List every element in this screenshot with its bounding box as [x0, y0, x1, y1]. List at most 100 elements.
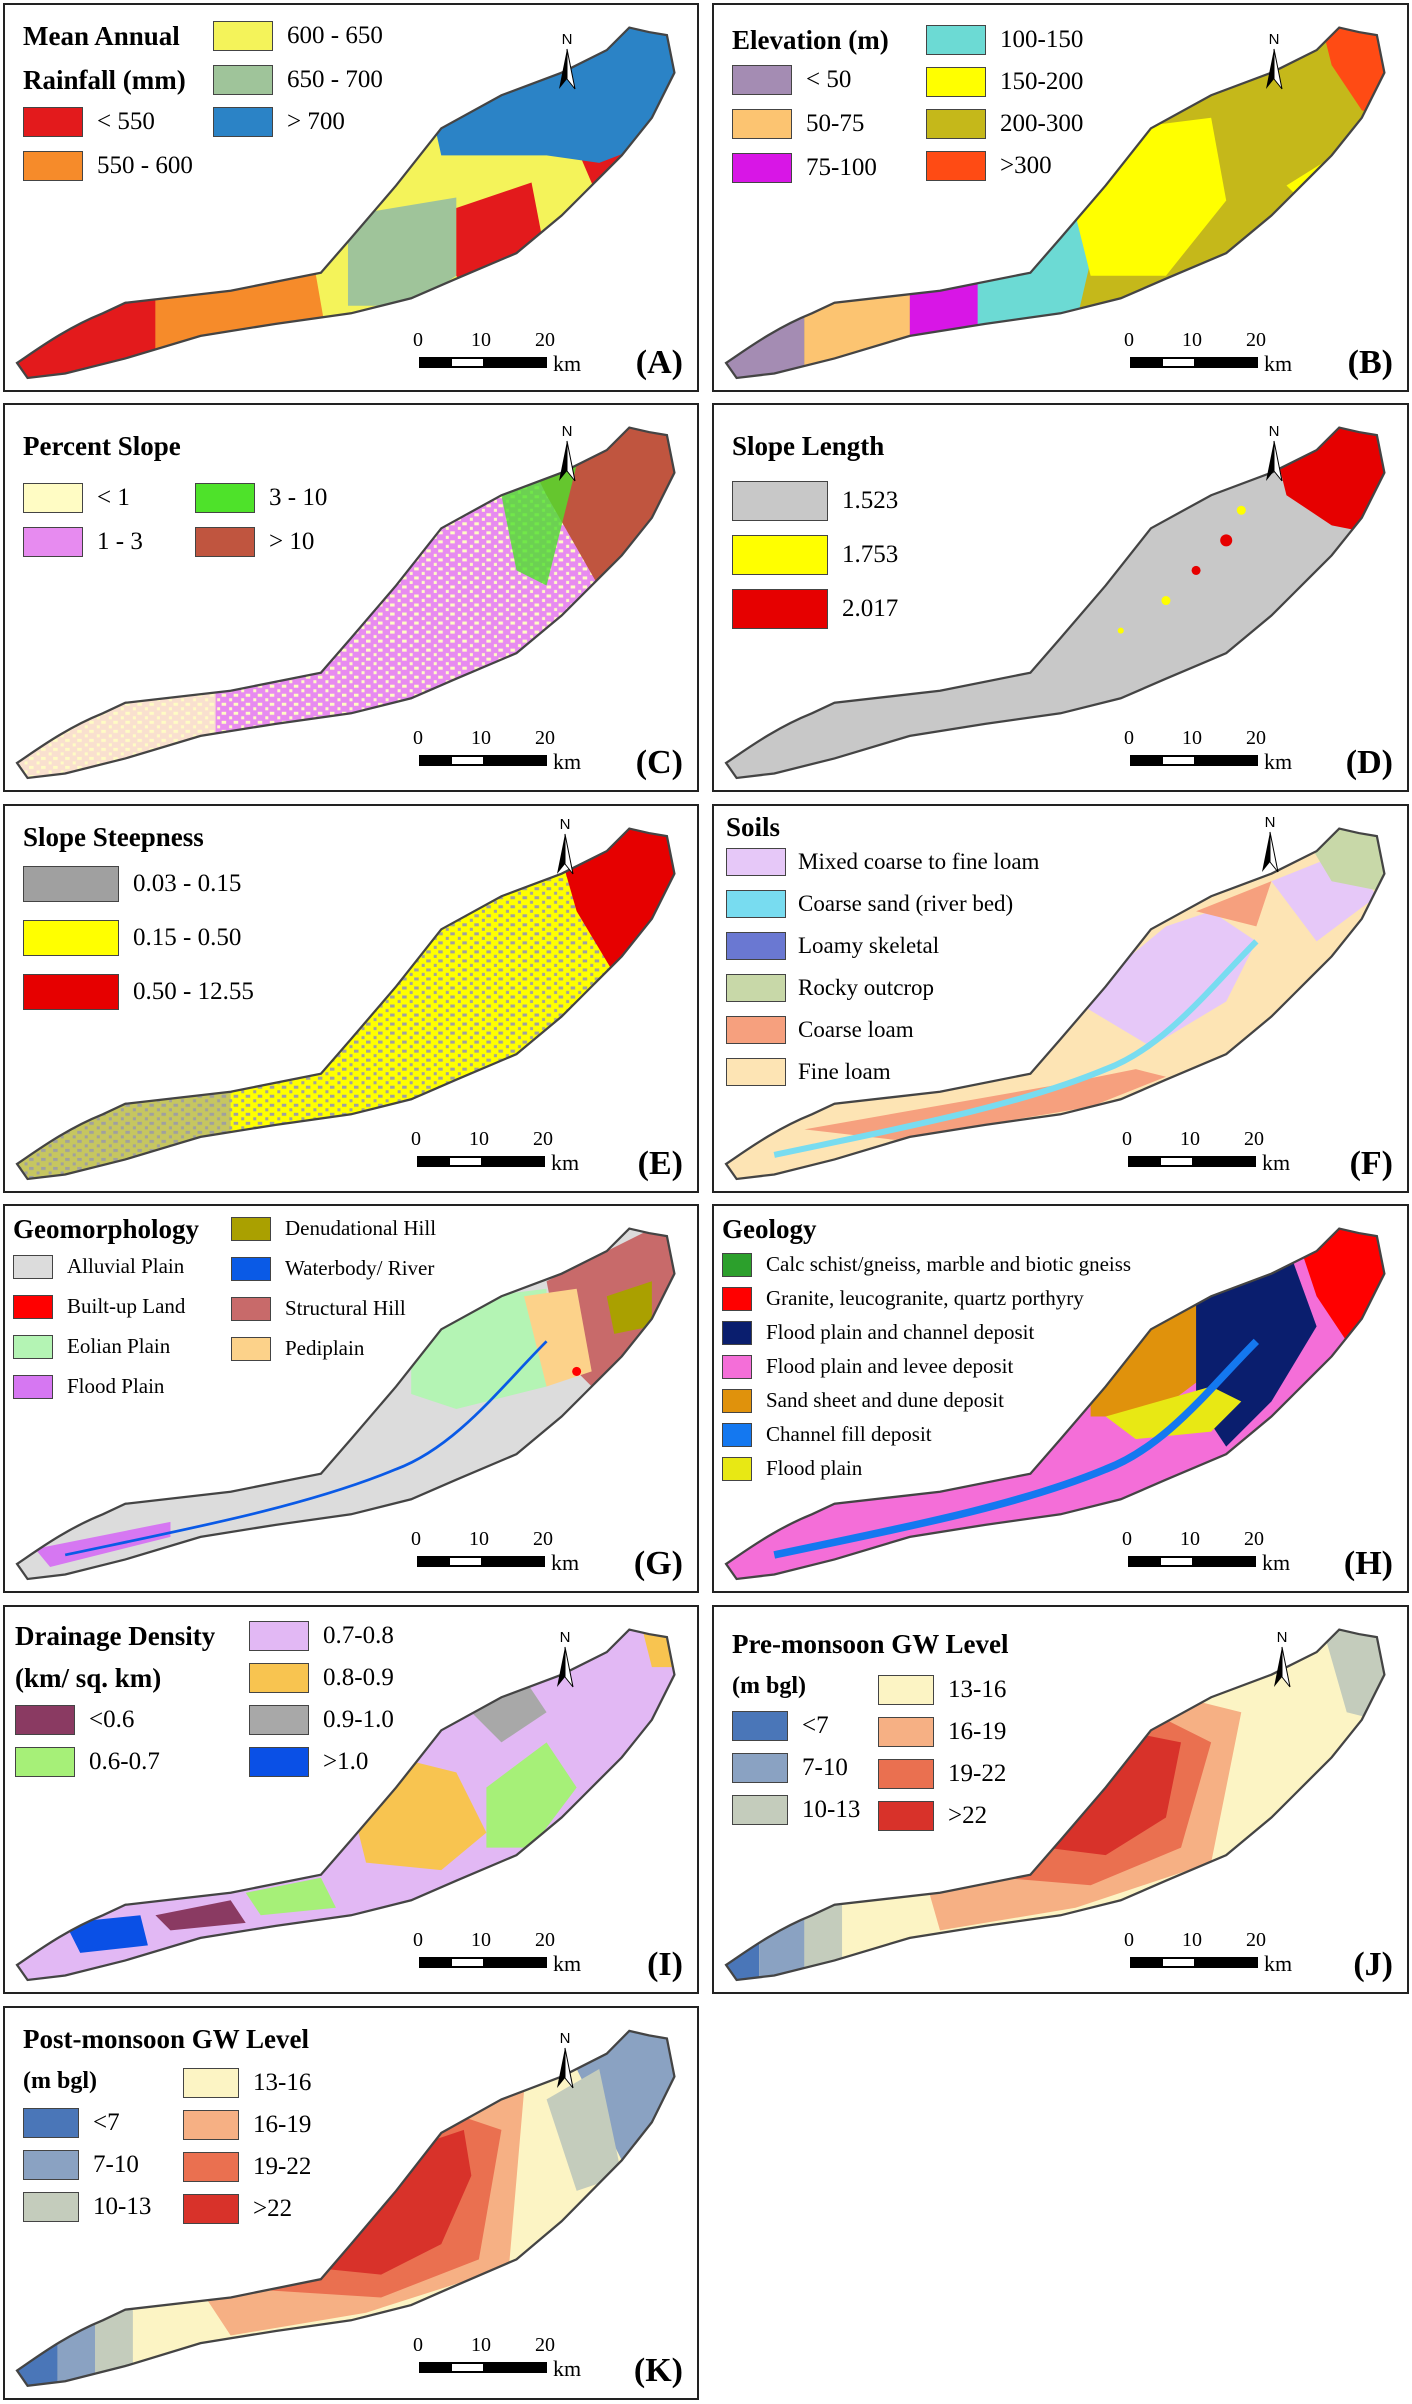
scale-unit: km — [553, 749, 582, 774]
legend-item: 75-100 — [732, 153, 877, 183]
legend-label: <7 — [802, 1712, 829, 1739]
north-arrow-icon: N — [547, 31, 587, 101]
scale-tick: 20 — [1246, 1929, 1266, 1951]
scale-bar: 0 10 20 km — [1124, 727, 1330, 787]
scale-unit: km — [551, 1150, 580, 1175]
slope-steepness-map — [15, 827, 676, 1181]
legend-label: 550 - 600 — [97, 152, 193, 179]
legend-swatch — [195, 527, 255, 557]
legend-item: <0.6 — [15, 1705, 134, 1735]
legend-label: < 550 — [97, 108, 155, 135]
legend-label: Denudational Hill — [285, 1216, 437, 1240]
legend-swatch — [732, 589, 828, 629]
legend-item: 0.8-0.9 — [249, 1663, 394, 1693]
legend-label: Alluvial Plain — [67, 1254, 185, 1278]
map-panel-f: Soils Mixed coarse to fine loam Coarse s… — [712, 804, 1409, 1193]
map-panel-b: Elevation (m) < 50 50-75 75-100 100-150 … — [712, 3, 1409, 392]
legend-label: Flood plain and channel deposit — [766, 1320, 1035, 1344]
legend-swatch — [15, 1705, 75, 1735]
north-arrow-icon: N — [1262, 1629, 1302, 1699]
legend-item: 3 - 10 — [195, 483, 327, 513]
panel-title: Slope Length — [732, 431, 885, 461]
north-arrow-icon: N — [545, 2030, 585, 2100]
map-panel-i: Drainage Density (km/ sq. km) <0.6 0.6-0… — [3, 1605, 699, 1994]
legend-swatch — [213, 21, 273, 51]
legend-label: >1.0 — [323, 1748, 369, 1775]
elevation-map — [724, 26, 1386, 380]
legend-swatch — [726, 1058, 786, 1086]
legend-label: Flood Plain — [67, 1374, 165, 1398]
legend-label: < 50 — [806, 66, 852, 93]
scale-bar-segment — [1128, 1556, 1256, 1567]
legend-item: 16-19 — [183, 2110, 311, 2140]
legend-item: Calc schist/gneiss, marble and biotic gn… — [722, 1252, 1131, 1277]
legend-label: 600 - 650 — [287, 22, 383, 49]
legend-label: 2.017 — [842, 595, 899, 622]
scale-tick: 10 — [1180, 1128, 1200, 1150]
legend-swatch — [722, 1286, 752, 1311]
legend-item: >22 — [183, 2194, 292, 2224]
map-panel-e: Slope Steepness 0.03 - 0.15 0.15 - 0.50 … — [3, 804, 699, 1193]
legend-label: 16-19 — [948, 1718, 1007, 1745]
scale-bar-segment — [419, 755, 547, 766]
slope-length-map — [724, 426, 1386, 780]
legend-item: Coarse loam — [726, 1016, 914, 1044]
scale-bar-segment — [419, 357, 547, 368]
map-panel-h: Geology Calc schist/gneiss, marble and b… — [712, 1204, 1409, 1593]
legend-label: 0.6-0.7 — [89, 1748, 160, 1775]
scale-bar-segment — [419, 1957, 547, 1968]
panel-label: (K) — [633, 2352, 683, 2389]
panel-title: Slope Steepness — [23, 822, 204, 852]
scale-tick: 20 — [533, 1528, 553, 1550]
scale-tick: 20 — [1246, 727, 1266, 749]
scale-tick: 10 — [1180, 1528, 1200, 1550]
panel-title: Elevation (m) — [732, 25, 889, 55]
legend-label: Granite, leucogranite, quartz porthyry — [766, 1286, 1084, 1310]
legend-swatch — [726, 974, 786, 1002]
scale-bar: 0 10 20 km — [413, 2334, 619, 2394]
legend-swatch — [183, 2110, 239, 2140]
legend-item: Flood plain and channel deposit — [722, 1320, 1034, 1345]
legend-swatch — [732, 109, 792, 139]
legend-swatch — [183, 2152, 239, 2182]
scale-tick: 0 — [1122, 1528, 1132, 1550]
scale-bar: 0 10 20 km — [1124, 329, 1330, 389]
legend-swatch — [722, 1354, 752, 1379]
legend-label: 3 - 10 — [269, 484, 328, 511]
legend-label: 0.15 - 0.50 — [133, 924, 242, 951]
legend-label: Coarse sand (river bed) — [798, 891, 1014, 916]
scale-tick: 10 — [469, 1128, 489, 1150]
legend-swatch — [878, 1717, 934, 1747]
north-arrow-icon: N — [545, 1629, 585, 1699]
legend-item: 1 - 3 — [23, 527, 143, 557]
legend-item: Channel fill deposit — [722, 1422, 932, 1447]
legend-item: < 1 — [23, 483, 130, 513]
legend-item: Granite, leucogranite, quartz porthyry — [722, 1286, 1084, 1311]
legend-label: 650 - 700 — [287, 66, 383, 93]
legend-label: Mixed coarse to fine loam — [798, 849, 1040, 874]
legend-item: Alluvial Plain — [13, 1254, 184, 1279]
panel-title-line-1: Drainage Density — [15, 1621, 216, 1651]
legend-label: 16-19 — [253, 2111, 312, 2138]
scale-tick: 0 — [1124, 1929, 1134, 1951]
legend-item: Waterbody/ River — [231, 1256, 434, 1281]
legend-label: >22 — [253, 2195, 293, 2222]
panel-label: (E) — [637, 1145, 683, 1182]
map-panel-k: Post-monsoon GW Level (m bgl) <7 7-10 10… — [3, 2006, 699, 2400]
north-label: N — [1268, 423, 1280, 440]
scale-bar: 0 10 20 km — [1124, 1929, 1330, 1989]
legend-label: Fine loam — [798, 1059, 891, 1084]
north-label: N — [1276, 1629, 1288, 1646]
legend-label: Pediplain — [285, 1336, 365, 1360]
legend-label: < 1 — [97, 484, 130, 511]
legend-label: 10-13 — [802, 1796, 861, 1823]
scale-unit: km — [553, 1951, 582, 1976]
legend-item: Rocky outcrop — [726, 974, 934, 1002]
legend-item: Flood Plain — [13, 1374, 164, 1399]
legend-item: 13-16 — [183, 2068, 311, 2098]
legend-item: 7-10 — [23, 2150, 139, 2180]
scale-unit: km — [1262, 1150, 1291, 1175]
legend-label: 75-100 — [806, 154, 877, 181]
legend-item: 10-13 — [732, 1795, 860, 1825]
legend-label: >300 — [1000, 152, 1052, 179]
